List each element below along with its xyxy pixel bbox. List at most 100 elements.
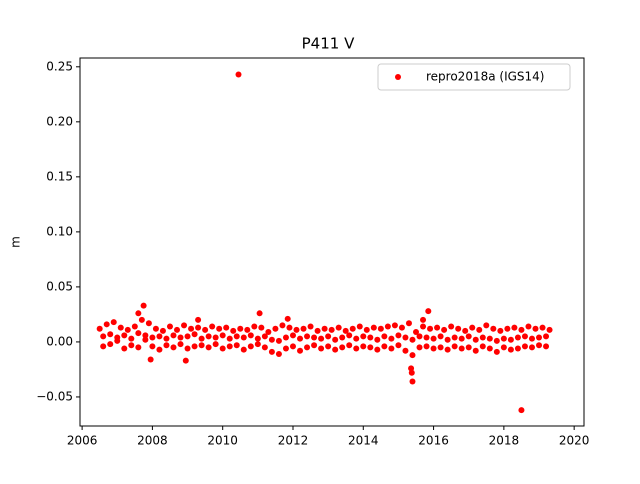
data-point (536, 342, 543, 349)
legend-box (377, 63, 571, 91)
data-point (353, 345, 360, 352)
data-point (353, 335, 360, 342)
data-point (135, 330, 142, 337)
legend-label: repro2018a (IGS14) (426, 70, 544, 84)
data-point (297, 347, 304, 354)
data-point (140, 302, 147, 309)
data-point (307, 323, 314, 330)
data-point (342, 327, 349, 334)
data-point (297, 335, 304, 342)
data-point (325, 333, 332, 340)
data-point (370, 324, 377, 331)
data-point (135, 344, 142, 351)
data-point (381, 343, 388, 350)
data-point (114, 334, 121, 341)
data-point (339, 334, 346, 341)
data-point (198, 335, 205, 342)
data-point (135, 310, 142, 317)
data-point (346, 342, 353, 349)
data-point (402, 334, 409, 341)
data-point (219, 332, 226, 339)
data-point (159, 327, 166, 334)
chart-title: P411 V (302, 35, 355, 53)
data-point (163, 342, 170, 349)
legend-marker (395, 74, 401, 80)
data-point (152, 325, 159, 332)
data-point (100, 343, 107, 350)
data-point (511, 324, 518, 331)
data-point (444, 336, 451, 343)
x-tick-label: 2006 (67, 434, 98, 448)
data-point (247, 343, 254, 350)
data-point (423, 343, 430, 350)
data-point (121, 345, 128, 352)
data-point (279, 322, 286, 329)
data-point (311, 342, 318, 349)
data-point (483, 322, 490, 329)
data-point (448, 323, 455, 330)
data-point (138, 316, 145, 323)
data-point (427, 325, 434, 332)
data-point (476, 326, 483, 333)
data-point (100, 333, 107, 340)
data-point (212, 341, 219, 348)
data-point (272, 325, 279, 332)
data-point (198, 342, 205, 349)
data-point (96, 325, 103, 332)
data-point (360, 333, 367, 340)
data-point (124, 326, 131, 333)
data-point (258, 324, 265, 331)
data-point (110, 319, 117, 326)
data-point (247, 332, 254, 339)
data-point (311, 334, 318, 341)
data-point (240, 346, 247, 353)
data-point (107, 341, 114, 348)
data-point (212, 334, 219, 341)
data-point (374, 336, 381, 343)
data-point (233, 333, 240, 340)
data-point (328, 326, 335, 333)
data-point (304, 344, 311, 351)
data-point (518, 326, 525, 333)
y-tick-label: 0.05 (46, 279, 73, 293)
data-point (205, 344, 212, 351)
data-point (469, 324, 476, 331)
data-point (226, 343, 233, 350)
data-point (254, 341, 261, 348)
x-tick-label: 2018 (489, 434, 520, 448)
data-point (408, 365, 415, 372)
data-point (395, 332, 402, 339)
y-tick-label: 0.20 (46, 114, 73, 128)
x-tick-label: 2010 (207, 434, 238, 448)
data-point (268, 336, 275, 343)
data-point (444, 346, 451, 353)
data-point (293, 326, 300, 333)
data-point (209, 323, 216, 330)
data-point (514, 345, 521, 352)
data-point (430, 335, 437, 342)
data-point (254, 335, 261, 342)
data-point (177, 334, 184, 341)
data-point (223, 324, 230, 331)
data-point (182, 357, 189, 364)
data-point (500, 335, 507, 342)
data-point (230, 327, 237, 334)
data-point (434, 324, 441, 331)
data-point (525, 323, 532, 330)
data-point (181, 322, 188, 329)
data-point (504, 325, 511, 332)
data-point (451, 343, 458, 350)
data-point (275, 337, 282, 344)
data-point (251, 323, 258, 330)
data-point (543, 333, 550, 340)
data-point (500, 344, 507, 351)
data-point (479, 334, 486, 341)
data-point (346, 332, 353, 339)
data-point (244, 326, 251, 333)
data-point (300, 325, 307, 332)
y-tick-label: 0.15 (46, 169, 73, 183)
x-tick-label: 2008 (137, 434, 168, 448)
data-point (490, 325, 497, 332)
data-point (318, 335, 325, 342)
data-point (472, 336, 479, 343)
